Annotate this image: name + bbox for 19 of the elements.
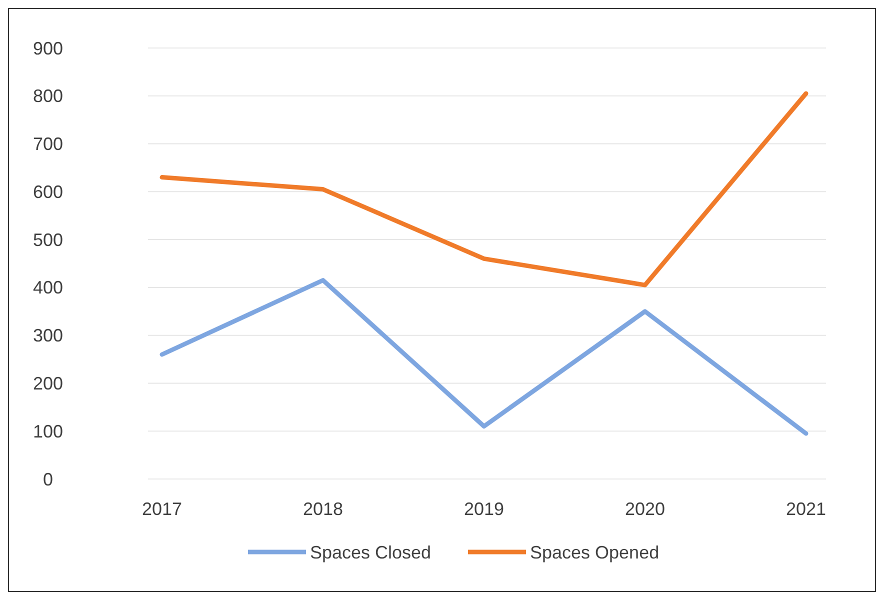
legend-label: Spaces Opened — [530, 542, 660, 562]
y-tick-label: 300 — [32, 326, 64, 346]
x-tick-label: 2018 — [302, 499, 344, 519]
x-tick-label: 2019 — [464, 499, 504, 519]
y-tick-label: 100 — [32, 421, 64, 442]
line-series — [160, 278, 808, 436]
line-series — [160, 91, 808, 288]
x-tick-label: 2017 — [142, 499, 182, 519]
y-tick-label: 600 — [32, 182, 64, 202]
x-tick-label: 2020 — [624, 499, 666, 519]
legend-label: Spaces Closed — [310, 542, 432, 562]
y-tick-label: 700 — [32, 134, 64, 154]
y-tick-label: 200 — [32, 374, 64, 394]
x-tick-label: 2021 — [786, 499, 826, 519]
y-tick-label: 800 — [32, 86, 64, 106]
y-tick-label: 500 — [32, 230, 64, 250]
y-tick-label: 0 — [42, 469, 54, 490]
y-tick-label: 900 — [32, 38, 64, 58]
y-tick-label: 400 — [32, 278, 64, 298]
